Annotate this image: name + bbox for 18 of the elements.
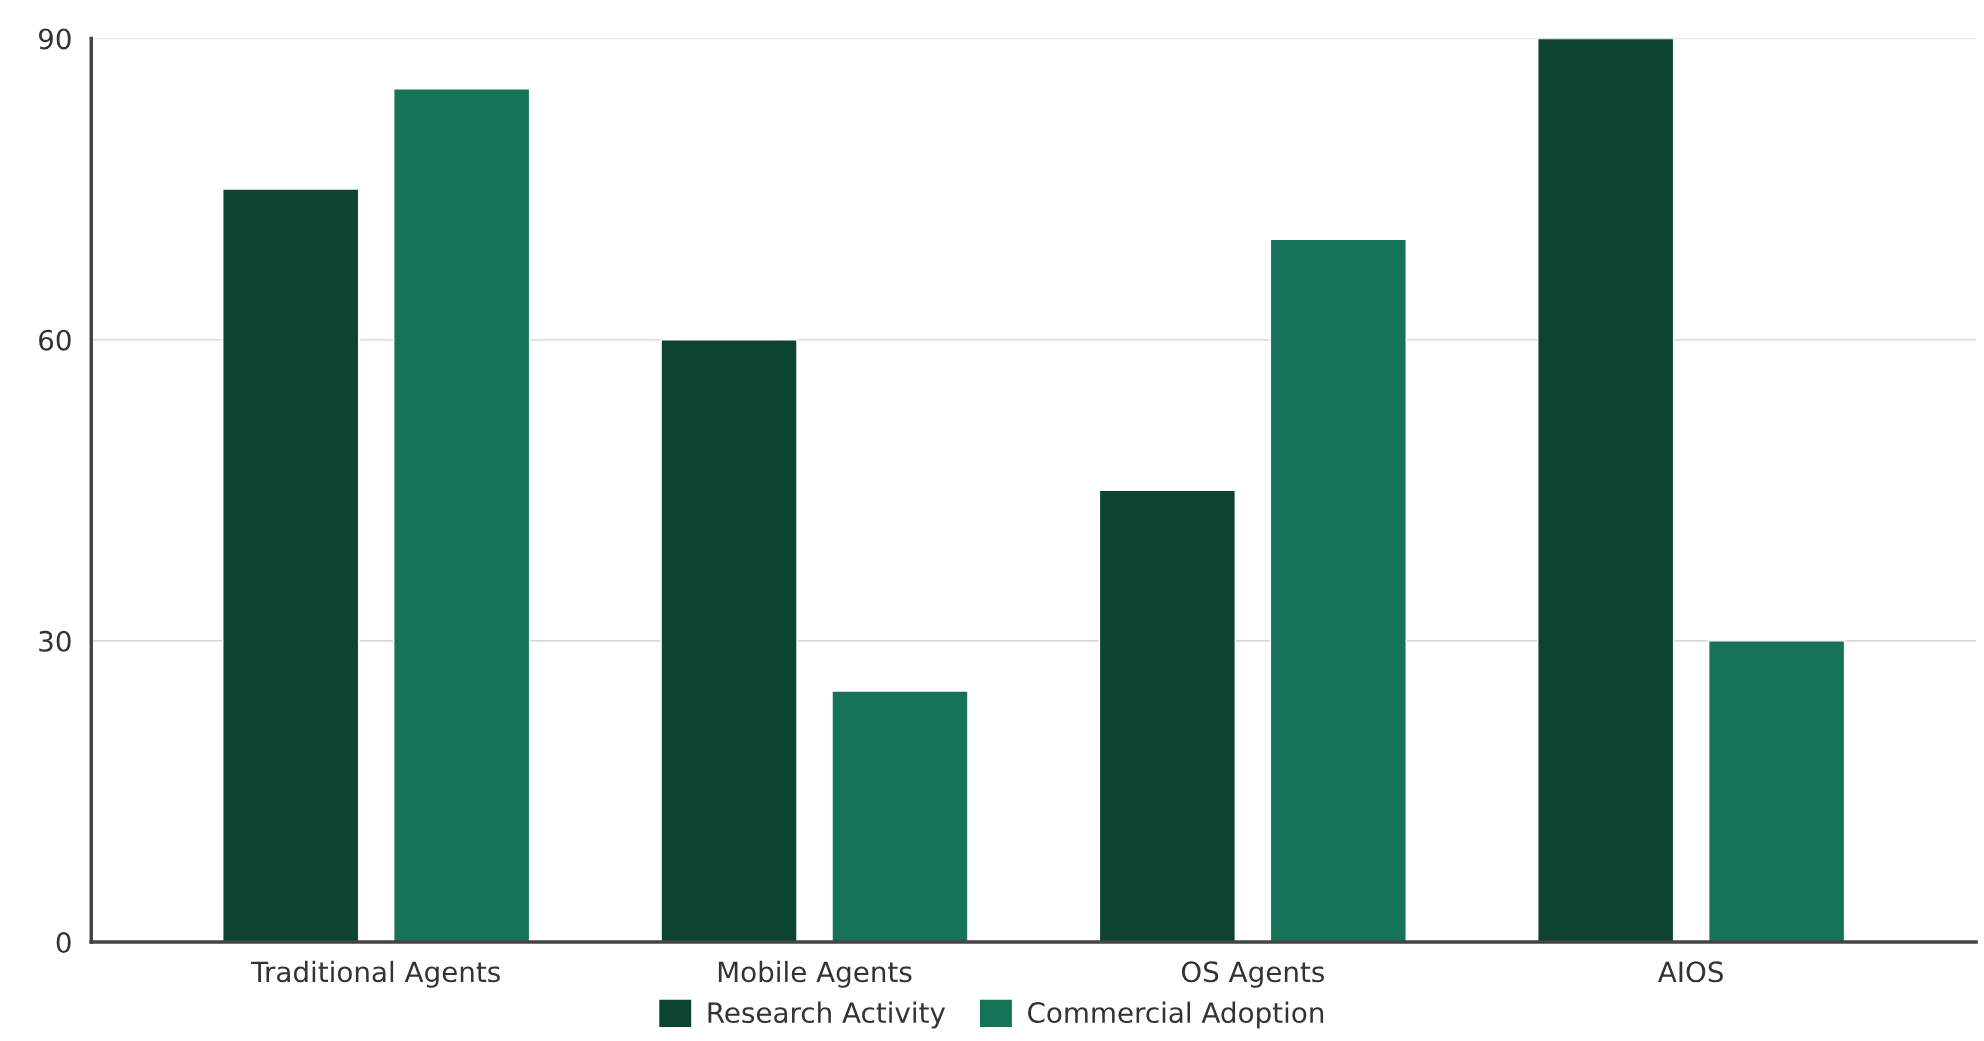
y-tick-label: 60 xyxy=(39,329,71,351)
legend-label: Commercial Adoption xyxy=(1028,1001,1324,1029)
bar xyxy=(222,188,360,943)
bar xyxy=(393,88,531,943)
legend-label: Research Activity xyxy=(708,1001,946,1029)
bar xyxy=(1098,489,1236,943)
bar xyxy=(831,690,969,943)
y-tick-label: 30 xyxy=(39,630,71,652)
bar xyxy=(660,339,798,943)
x-tick-label: OS Agents xyxy=(1181,961,1324,988)
bar xyxy=(1269,238,1407,943)
bar xyxy=(1707,640,1846,943)
y-tick-label: 0 xyxy=(56,932,71,954)
y-tick-label: 90 xyxy=(38,28,71,50)
x-tick-label: AIOS xyxy=(1658,961,1723,983)
x-tick-label: Traditional Agents xyxy=(251,960,500,988)
bar xyxy=(1537,38,1675,943)
x-tick-label: Mobile Agents xyxy=(718,960,912,988)
